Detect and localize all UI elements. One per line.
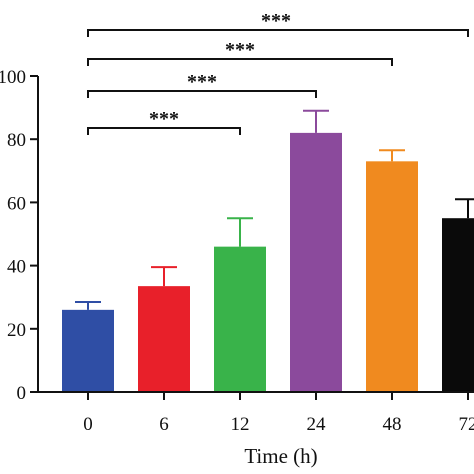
y-ticks: 0 20 40 60 80 100 <box>0 67 38 404</box>
y-tick-label: 80 <box>7 130 26 151</box>
x-tick-label: 0 <box>83 414 93 435</box>
significance-label: *** <box>261 10 291 32</box>
significance-bracket <box>87 58 393 66</box>
x-axis-title: Time (h) <box>244 444 317 468</box>
x-tick-label: 24 <box>307 414 327 435</box>
bar-12h <box>214 246 266 392</box>
y-tick-label: 20 <box>7 320 26 341</box>
bar-48h <box>366 161 418 392</box>
bar-72h <box>442 218 474 392</box>
y-tick-label: 0 <box>17 383 27 404</box>
x-tick-label: 6 <box>159 414 169 435</box>
significance-brackets: *** *** *** *** <box>87 10 469 135</box>
x-tick-label: 12 <box>231 414 250 435</box>
y-tick-label: 40 <box>7 257 26 278</box>
y-tick-label: 60 <box>7 193 26 214</box>
significance-label: *** <box>225 39 255 61</box>
significance-label: *** <box>149 108 179 130</box>
significance-label: *** <box>187 71 217 93</box>
bar-0h <box>62 309 114 392</box>
bar-24h <box>290 132 342 392</box>
x-tick-label: 48 <box>383 414 402 435</box>
x-tick-label: 72 <box>459 414 474 435</box>
significance-bracket <box>87 127 241 135</box>
x-ticks: 0 6 12 24 48 72 <box>83 392 474 435</box>
bar-6h <box>138 286 190 392</box>
bars <box>62 109 474 392</box>
axes <box>37 76 474 393</box>
y-tick-label: 100 <box>0 67 26 88</box>
significance-bracket <box>87 90 317 98</box>
significance-bracket <box>87 29 469 37</box>
